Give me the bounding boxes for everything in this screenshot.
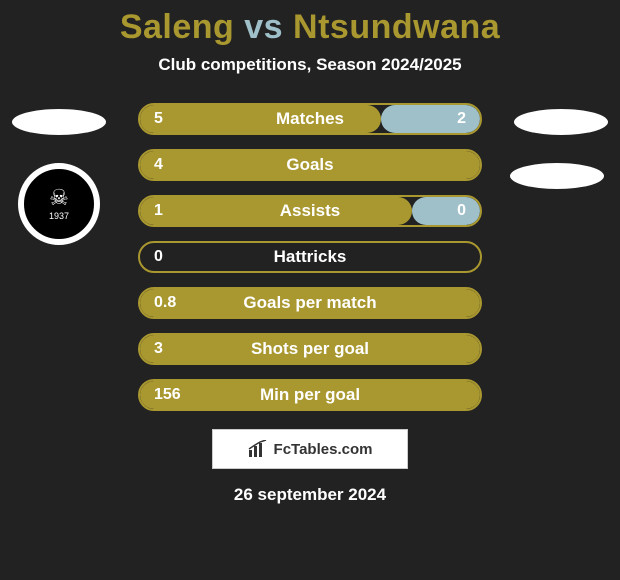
stat-row: 0.8Goals per match — [138, 287, 482, 319]
club-logo-right — [510, 163, 604, 189]
skull-icon: ☠ — [49, 187, 69, 209]
player-photo-left — [12, 109, 106, 135]
stat-left-value: 156 — [140, 386, 190, 404]
comparison-title: Saleng vs Ntsundwana — [0, 0, 620, 47]
stat-label: Min per goal — [190, 385, 430, 405]
title-player-right: Ntsundwana — [293, 8, 500, 46]
stat-left-value: 4 — [140, 156, 190, 174]
stat-right-value: 0 — [430, 202, 480, 220]
chart-icon — [248, 440, 268, 458]
stat-row: 4Goals — [138, 149, 482, 181]
stat-row: 1Assists0 — [138, 195, 482, 227]
stat-row: 156Min per goal — [138, 379, 482, 411]
fctables-badge: FcTables.com — [212, 429, 408, 469]
date-text: 26 september 2024 — [0, 485, 620, 505]
stat-left-value: 3 — [140, 340, 190, 358]
club-year: 1937 — [49, 211, 69, 221]
title-player-left: Saleng — [120, 8, 234, 46]
player-photo-right — [514, 109, 608, 135]
stat-left-value: 0 — [140, 248, 190, 266]
club-logo-left: ☠ 1937 — [18, 163, 100, 245]
title-vs: vs — [244, 8, 283, 46]
comparison-content: ☠ 1937 5Matches24Goals1Assists00Hattrick… — [0, 103, 620, 505]
stat-label: Assists — [190, 201, 430, 221]
stat-label: Hattricks — [190, 247, 430, 267]
stat-left-value: 1 — [140, 202, 190, 220]
stat-label: Shots per goal — [190, 339, 430, 359]
fctables-text: FcTables.com — [274, 441, 373, 458]
subtitle: Club competitions, Season 2024/2025 — [0, 55, 620, 75]
stat-label: Goals per match — [190, 293, 430, 313]
stat-label: Goals — [190, 155, 430, 175]
stat-row: 0Hattricks — [138, 241, 482, 273]
stat-left-value: 0.8 — [140, 294, 190, 312]
stat-label: Matches — [190, 109, 430, 129]
stat-row: 5Matches2 — [138, 103, 482, 135]
stat-bars: 5Matches24Goals1Assists00Hattricks0.8Goa… — [138, 103, 482, 411]
stat-row: 3Shots per goal — [138, 333, 482, 365]
stat-right-value: 2 — [430, 110, 480, 128]
stat-left-value: 5 — [140, 110, 190, 128]
